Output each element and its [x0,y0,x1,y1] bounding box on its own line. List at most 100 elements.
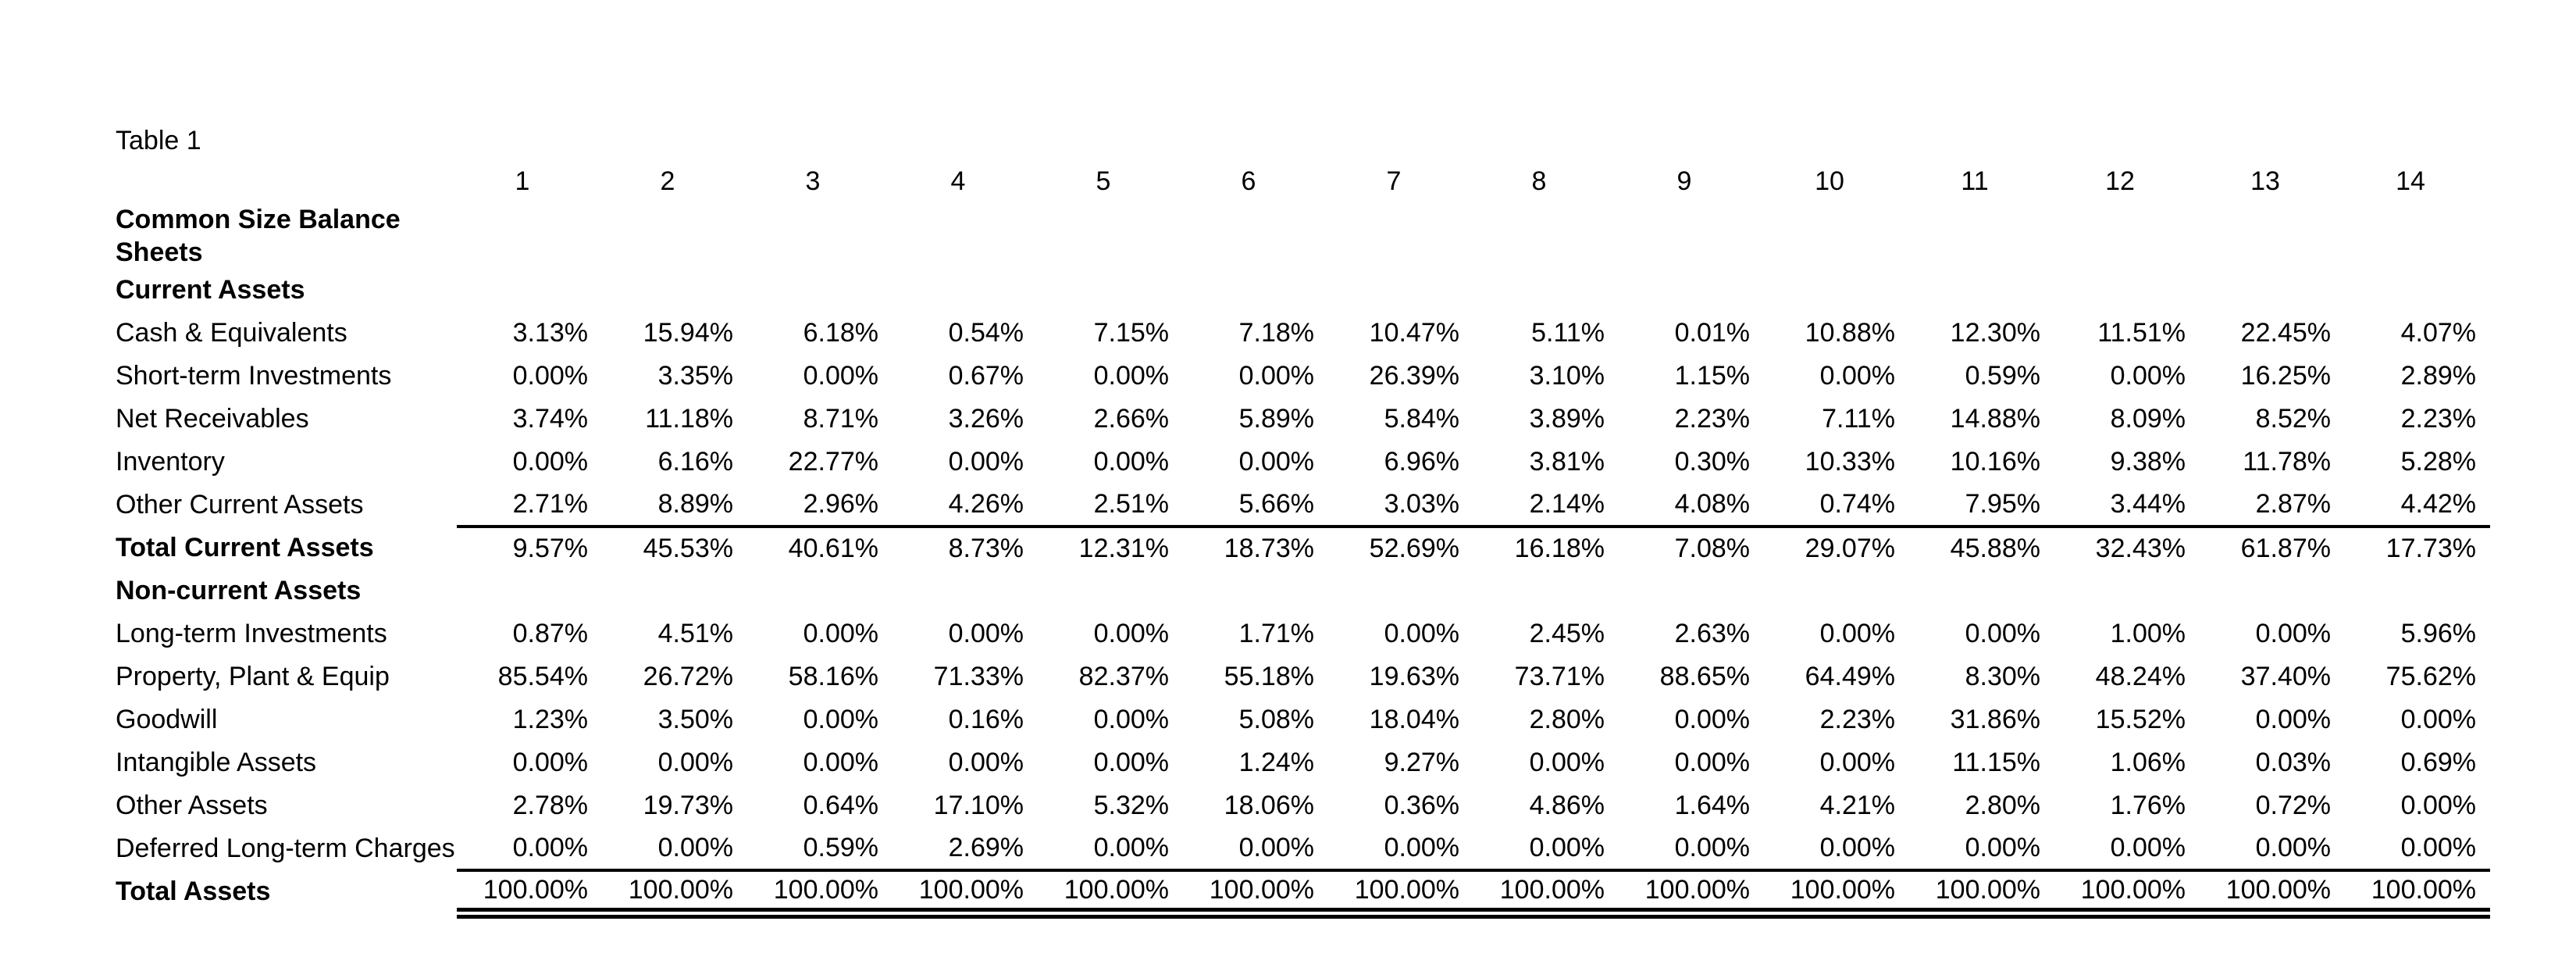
value-cell: 1.23% [512,705,588,734]
value-cell [1619,269,1764,312]
column-header: 7 [1386,166,1402,196]
value-cell: 0.00% [803,748,878,777]
document-body: Table 1 1 2 3 4 5 6 7 8 9 10 11 12 13 14 Common Size B… [116,125,2490,919]
value-cell: 19.63% [1369,662,1459,691]
column-header: 12 [2105,166,2135,196]
value-cell: 0.59% [803,833,878,862]
value-cell: 1.71% [1238,619,1314,648]
empty-cell [1764,203,1909,269]
value-cell: 14.88% [1950,404,2040,434]
value-cell: 11.18% [645,404,733,434]
value-cell: 85.54% [497,662,588,691]
value-cell [2200,569,2345,612]
value-cell: 31.86% [1950,705,2040,734]
value-cell: 2.87% [2255,489,2331,519]
column-header-spacer [116,160,457,203]
column-header: 14 [2396,166,2425,196]
value-cell: 15.52% [2095,705,2186,734]
value-cell: 8.73% [893,525,1038,569]
value-cell: 0.00% [803,705,878,734]
value-cell [1909,269,2054,312]
row-label: Total Assets [116,877,271,906]
value-cell: 7.95% [1965,489,2040,519]
column-header: 4 [950,166,966,196]
value-cell: 9.57% [457,525,602,569]
value-cell: 100.00% [1038,869,1183,919]
value-cell: 0.00% [2400,791,2476,820]
value-cell: 0.00% [657,748,733,777]
value-cell: 19.73% [643,791,733,820]
value-cell: 10.88% [1805,318,1895,348]
value-cell: 6.18% [803,318,878,348]
value-cell [2054,569,2200,612]
value-cell [457,269,602,312]
value-cell: 0.00% [1384,619,1459,648]
table-title-row: Common Size Balance Sheets [116,203,2490,269]
value-cell: 100.00% [1183,869,1328,919]
value-cell: 0.00% [1819,833,1895,862]
column-header: 8 [1531,166,1547,196]
value-cell: 4.51% [657,619,733,648]
empty-cell [1909,203,2054,269]
value-cell: 2.63% [1674,619,1750,648]
value-cell: 8.52% [2255,404,2331,434]
value-cell: 4.26% [948,489,1024,519]
empty-cell [1473,203,1619,269]
value-cell: 0.00% [2110,361,2186,391]
value-cell: 82.37% [1078,662,1169,691]
value-cell: 0.74% [1819,489,1895,519]
value-cell: 0.36% [1384,791,1459,820]
value-cell: 0.00% [1819,748,1895,777]
value-cell: 48.24% [2095,662,2186,691]
value-cell: 11.15% [1952,748,2040,777]
value-cell: 7.18% [1238,318,1314,348]
value-cell: 0.00% [1093,833,1169,862]
value-cell: 100.00% [1473,869,1619,919]
row-label: Non-current Assets [116,576,362,605]
value-cell: 3.44% [2110,489,2186,519]
value-cell: 0.00% [803,619,878,648]
value-cell: 0.00% [1093,705,1169,734]
empty-cell [747,203,893,269]
value-cell: 2.14% [1529,489,1605,519]
value-cell: 17.73% [2345,525,2490,569]
value-cell: 0.00% [512,748,588,777]
value-cell: 17.10% [933,791,1024,820]
data-row: Other Current Assets 2.71% 8.89% 2.96% 4.26%… [116,484,2490,527]
value-cell [1038,269,1183,312]
value-cell [1328,269,1473,312]
value-cell: 0.00% [1238,361,1314,391]
value-cell: 100.00% [2054,869,2200,919]
value-cell: 5.89% [1238,404,1314,434]
value-cell [2345,569,2490,612]
value-cell: 2.51% [1093,489,1169,519]
value-cell: 2.69% [948,833,1024,862]
value-cell: 0.00% [1093,619,1169,648]
value-cell: 32.43% [2054,525,2200,569]
value-cell: 4.07% [2400,318,2476,348]
value-cell [1764,569,1909,612]
value-cell: 3.35% [657,361,733,391]
value-cell: 8.71% [803,404,878,434]
value-cell: 10.33% [1805,447,1895,477]
value-cell: 7.08% [1619,525,1764,569]
value-cell: 52.69% [1328,525,1473,569]
value-cell: 0.03% [2255,748,2331,777]
value-cell: 58.16% [788,662,878,691]
value-cell: 0.00% [1674,748,1750,777]
value-cell: 26.72% [643,662,733,691]
value-cell: 2.80% [1529,705,1605,734]
column-header: 5 [1096,166,1111,196]
value-cell: 100.00% [2200,869,2345,919]
value-cell: 0.00% [512,361,588,391]
value-cell: 73.71% [1514,662,1605,691]
value-cell [747,269,893,312]
value-cell: 0.16% [948,705,1024,734]
value-cell: 0.72% [2255,791,2331,820]
empty-cell [893,203,1038,269]
value-cell: 0.01% [1674,318,1750,348]
value-cell [2200,269,2345,312]
section-row: Current Assets [116,269,2490,312]
value-cell [602,269,747,312]
value-cell: 100.00% [747,869,893,919]
